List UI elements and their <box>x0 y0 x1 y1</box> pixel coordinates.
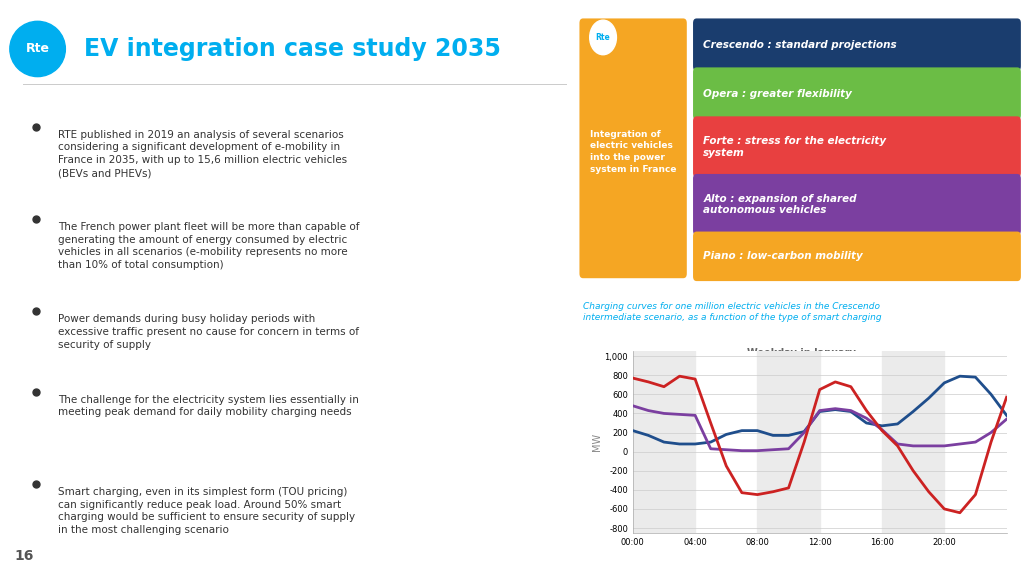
Text: The challenge for the electricity system lies essentially in
meeting peak demand: The challenge for the electricity system… <box>57 395 358 418</box>
Text: 16: 16 <box>14 550 34 563</box>
FancyBboxPatch shape <box>693 232 1021 281</box>
Circle shape <box>10 21 66 77</box>
Text: Charging curves for one million electric vehicles in the Crescendo
intermediate : Charging curves for one million electric… <box>583 302 882 323</box>
FancyBboxPatch shape <box>693 174 1021 235</box>
Y-axis label: MW: MW <box>592 433 601 451</box>
FancyBboxPatch shape <box>693 18 1021 71</box>
Text: Rte: Rte <box>26 43 49 55</box>
Bar <box>633 351 695 533</box>
Circle shape <box>590 20 616 55</box>
Text: The French power plant fleet will be more than capable of
generating the amount : The French power plant fleet will be mor… <box>57 222 359 270</box>
Text: Rte: Rte <box>596 33 610 42</box>
FancyBboxPatch shape <box>693 67 1021 120</box>
Text: Smart charging, even in its simplest form (TOU pricing)
can significantly reduce: Smart charging, even in its simplest for… <box>57 487 355 535</box>
Text: RTE published in 2019 an analysis of several scenarios
considering a significant: RTE published in 2019 an analysis of sev… <box>57 130 347 178</box>
Text: Piano : low-carbon mobility: Piano : low-carbon mobility <box>703 251 863 262</box>
Text: Integration of
electric vehicles
into the power
system in France: Integration of electric vehicles into th… <box>590 130 676 174</box>
Text: EV integration case study 2035: EV integration case study 2035 <box>84 37 501 61</box>
FancyBboxPatch shape <box>693 116 1021 177</box>
Text: Crescendo : standard projections: Crescendo : standard projections <box>703 40 897 50</box>
Text: Opera : greater flexibility: Opera : greater flexibility <box>703 89 852 98</box>
Text: Weekday in January: Weekday in January <box>746 348 856 358</box>
FancyBboxPatch shape <box>580 18 687 278</box>
Bar <box>24 84 567 85</box>
Bar <box>882 351 944 533</box>
Text: Power demands during busy holiday periods with
excessive traffic present no caus: Power demands during busy holiday period… <box>57 314 358 350</box>
Text: Alto : expansion of shared
autonomous vehicles: Alto : expansion of shared autonomous ve… <box>703 194 857 215</box>
Text: Forte : stress for the electricity
system: Forte : stress for the electricity syste… <box>703 136 887 158</box>
Bar <box>758 351 819 533</box>
